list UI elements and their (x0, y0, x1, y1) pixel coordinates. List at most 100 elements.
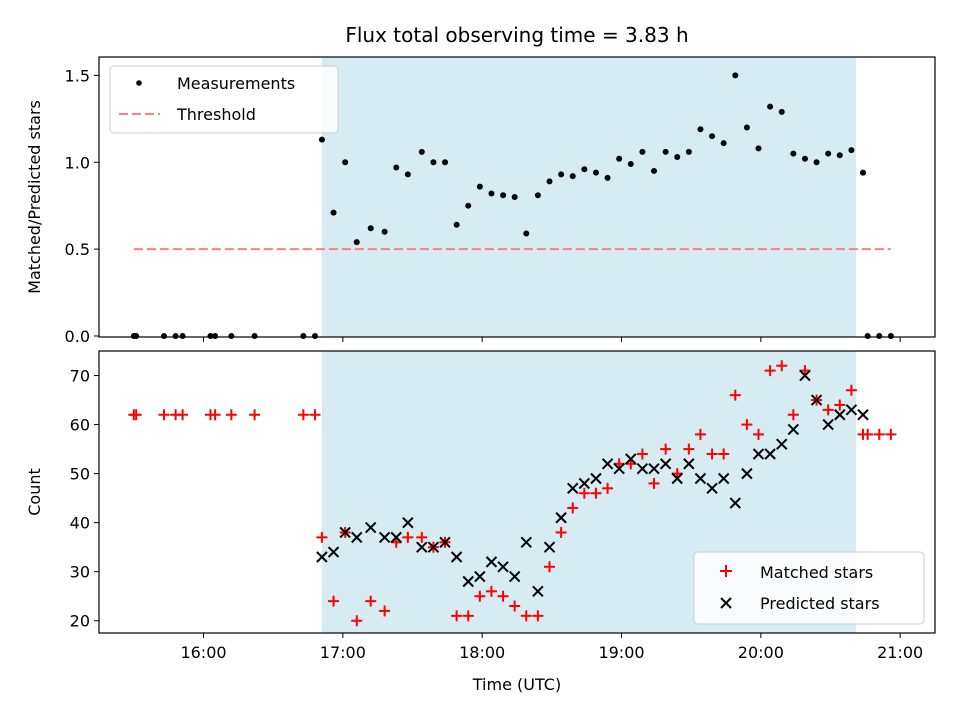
bottom-y-axis-label: Count (25, 468, 44, 516)
predicted-star-point (613, 462, 625, 475)
measurement-point (864, 333, 871, 339)
measurement-point (251, 333, 258, 339)
bottom-x-tick-label: 16:00 (180, 643, 226, 662)
matched-star-point (177, 409, 189, 421)
measurement-point (778, 108, 785, 115)
matched-star-point (683, 443, 695, 455)
measurement-point (353, 239, 360, 246)
predicted-star-point (741, 467, 753, 480)
matched-star-point (365, 595, 377, 607)
matched-star-point (451, 610, 463, 622)
matched-star-point (822, 404, 834, 416)
measurement-point (674, 154, 681, 161)
bottom-y-tick-label: 20 (70, 612, 90, 631)
measurement-point (311, 333, 318, 339)
matched-star-point (462, 610, 474, 622)
predicted-star-point (378, 531, 391, 544)
predicted-star-point (462, 575, 474, 588)
bottom-x-tick-label: 19:00 (598, 643, 644, 662)
matched-star-point (636, 448, 648, 460)
bottom-x-tick-label: 18:00 (459, 643, 505, 662)
measurement-point (743, 124, 750, 131)
matched-star-point (509, 600, 521, 612)
matched-star-point (497, 590, 509, 602)
predicted-star-point (450, 551, 463, 563)
matched-star-point (694, 428, 706, 440)
top-y-tick-label: 0.5 (65, 240, 90, 259)
predicted-star-point (659, 458, 672, 470)
matched-star-point (729, 389, 741, 401)
matched-star-point (402, 531, 414, 543)
measurement-point (627, 160, 634, 167)
matched-star-point (130, 409, 142, 421)
matched-star-point (764, 365, 776, 377)
measurement-point (404, 171, 411, 178)
predicted-star-point (729, 497, 741, 509)
measurement-point (801, 155, 808, 162)
predicted-star-point (364, 521, 377, 534)
bottom-panel: 20 30 40 50 60 70 16:00 17:00 18:00 19:00 20:00 21… (25, 350, 936, 694)
bottom-x-ticks: 16:00 17:00 18:00 19:00 20:00 21:00 (180, 633, 923, 662)
predicted-star-point (717, 472, 730, 485)
measurement-point (318, 136, 325, 143)
matched-star-point (578, 487, 590, 499)
matched-star-point (249, 409, 261, 421)
measurement-point (172, 333, 179, 339)
measurement-point (836, 152, 843, 159)
predicted-star-point (683, 458, 695, 470)
top-x-ticks (203, 337, 901, 342)
matched-star-point (158, 409, 170, 421)
bottom-marks (128, 360, 897, 627)
measurement-point (581, 166, 588, 173)
predicted-star-point (567, 482, 579, 495)
matched-star-point (660, 443, 672, 455)
predicted-star-point (439, 536, 451, 548)
measurement-point (381, 228, 388, 235)
matched-star-point (885, 428, 897, 440)
measurement-point (558, 171, 565, 178)
measurement-point (330, 209, 337, 216)
top-y-tick-label: 1.5 (65, 66, 90, 85)
bottom-y-tick-label: 30 (70, 563, 90, 582)
predicted-star-point (787, 423, 800, 436)
top-axes-frame (98, 56, 936, 338)
bottom-y-tick-label: 40 (70, 514, 90, 533)
matched-star-point (862, 428, 874, 440)
legend-measurements-label: Measurements (177, 74, 295, 93)
matched-star-point (520, 610, 532, 622)
predicted-star-point (752, 448, 765, 460)
measurement-point (476, 183, 483, 190)
matched-star-point (544, 561, 556, 573)
predicted-star-point (636, 462, 649, 475)
measurement-point (523, 230, 530, 237)
legend-matched-label: Matched stars (760, 563, 873, 582)
matched-star-point (309, 409, 321, 421)
measurement-point (367, 225, 374, 232)
predicted-star-point (694, 472, 707, 485)
predicted-star-point (671, 472, 683, 485)
top-y-tick-label: 0.0 (65, 327, 90, 346)
measurement-point (161, 333, 168, 339)
matched-star-point (379, 605, 391, 617)
measurement-point (616, 155, 623, 162)
matched-star-point (602, 482, 614, 494)
top-y-tick-label: 1.0 (65, 153, 90, 172)
measurement-point (500, 192, 507, 199)
measurement-point (767, 103, 774, 110)
measurement-point (534, 192, 541, 199)
top-legend: Measurements Threshold (109, 65, 339, 134)
bottom-y-tick-label: 60 (70, 416, 90, 435)
predicted-star-point (508, 570, 521, 583)
top-panel: 0.0 0.5 1.0 1.5 Matched/Predicted stars Mea… (25, 56, 936, 346)
matched-star-point (741, 419, 753, 431)
bottom-y-ticks: 20 30 40 50 60 70 (70, 367, 99, 631)
matched-star-point (316, 531, 328, 543)
top-y-axis-label: Matched/Predicted stars (25, 100, 44, 294)
legend-measurements-marker (136, 80, 142, 86)
matched-star-point (209, 409, 221, 421)
measurement-point (228, 333, 235, 339)
matched-star-point (416, 531, 428, 543)
predicted-star-point (327, 546, 340, 558)
matched-star-point (532, 610, 544, 622)
